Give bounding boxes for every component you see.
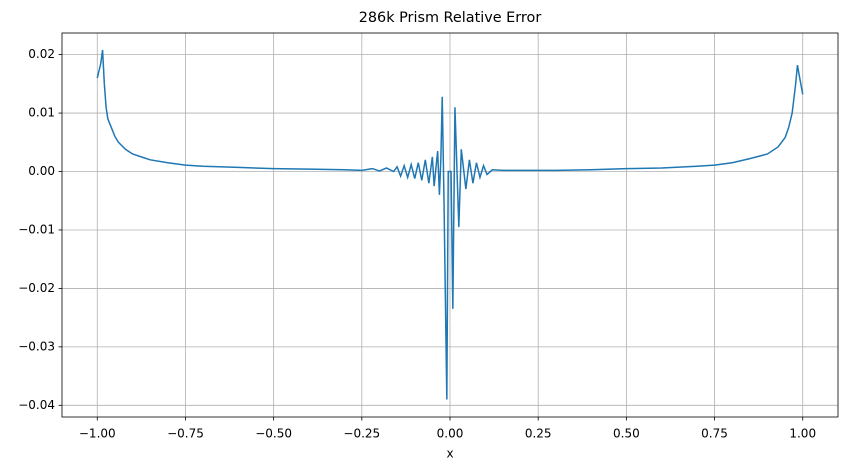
x-tick-label: −0.75	[167, 427, 204, 441]
x-tick-label: 0.75	[701, 427, 728, 441]
x-tick-label: 0.00	[437, 427, 464, 441]
y-tick-label: 0.01	[28, 106, 55, 120]
x-tick-label: −0.25	[343, 427, 380, 441]
y-tick-label: −0.02	[18, 281, 55, 295]
x-tick-label: −0.50	[255, 427, 292, 441]
x-tick-label: −1.00	[79, 427, 116, 441]
y-tick-label: 0.00	[28, 164, 55, 178]
data-line	[96, 49, 804, 400]
axes-frame	[61, 32, 839, 418]
x-axis-label: x	[446, 447, 453, 461]
x-tick-label: 0.50	[613, 427, 640, 441]
x-tick-label: 0.25	[525, 427, 552, 441]
y-tick-label: 0.02	[28, 47, 55, 61]
x-tick-label: 1.00	[789, 427, 816, 441]
chart-title: 286k Prism Relative Error	[359, 10, 542, 26]
y-tick-label: −0.01	[18, 222, 55, 236]
y-tick-label: −0.03	[18, 339, 55, 353]
y-tick-label: −0.04	[18, 398, 55, 412]
